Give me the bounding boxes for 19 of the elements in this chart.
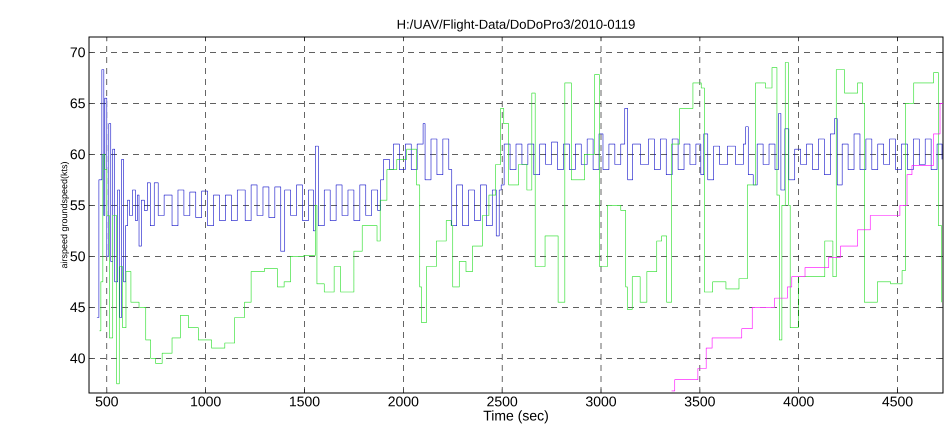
x-tick-label: 4000 xyxy=(783,396,814,406)
y-tick-label: 55 xyxy=(70,200,85,210)
x-tick-label: 1000 xyxy=(191,396,221,406)
y-tick-label: 50 xyxy=(70,251,85,262)
y-tick-label: 65 xyxy=(70,98,85,108)
chart-title: H:/UAV/Flight-Data/DoDoPro3/2010-0119 xyxy=(398,19,635,32)
y-tick-label: 45 xyxy=(70,302,85,312)
y-axis-title: airspeed groundspeed(kts) xyxy=(60,162,70,268)
x-tick-label: 2500 xyxy=(487,396,518,406)
x-tick-label: 1500 xyxy=(290,396,320,406)
x-axis-title: Time (sec) xyxy=(484,410,548,424)
y-tick-label: 70 xyxy=(70,47,85,58)
x-tick-label: 3500 xyxy=(684,396,715,406)
x-tick-label: 2000 xyxy=(388,396,418,406)
x-tick-label: 3000 xyxy=(586,396,616,406)
x-tick-label: 4500 xyxy=(882,396,913,406)
y-tick-label: 40 xyxy=(70,353,85,364)
x-tick-label: 500 xyxy=(96,396,118,406)
y-tick-label: 60 xyxy=(70,149,85,160)
